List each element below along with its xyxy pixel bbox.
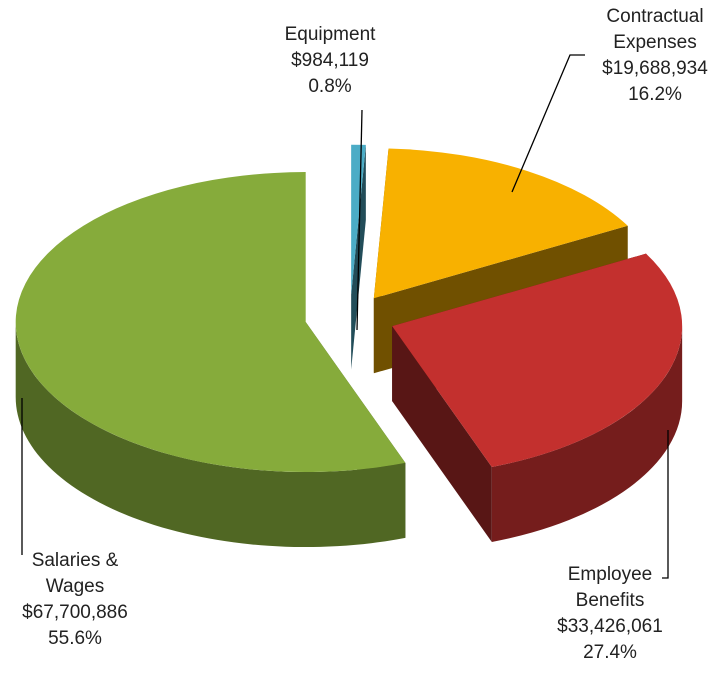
slice: [373, 148, 628, 299]
value-label: $67,700,886: [22, 602, 128, 623]
slice-side: [392, 326, 492, 543]
leader-line: [356, 109, 363, 331]
percent-label: 0.8%: [308, 76, 352, 97]
slices: [15, 144, 683, 548]
data-label: Equipment $984,119 0.8%: [250, 22, 410, 100]
percent-label: 27.4%: [583, 642, 637, 663]
category-label: Employee Benefits: [567, 564, 653, 611]
data-label: Employee Benefits $33,426,061 27.4%: [530, 562, 690, 666]
slice-wall: [15, 322, 406, 548]
category-label: Salaries & Wages: [31, 550, 119, 597]
value-label: $984,119: [291, 50, 369, 71]
slice: [392, 253, 683, 468]
data-label: Salaries & Wages $67,700,886 55.6%: [0, 548, 150, 652]
slice-wall: [491, 326, 683, 543]
slice: [15, 172, 406, 473]
percent-label: 55.6%: [48, 628, 102, 649]
value-label: $33,426,061: [557, 616, 663, 637]
leader-line: [662, 430, 669, 579]
value-label: $19,688,934: [602, 58, 708, 79]
slice: [351, 144, 366, 295]
category-label: Contractual Expenses: [606, 6, 704, 53]
leader-line: [511, 54, 585, 193]
category-label: Equipment: [284, 24, 376, 45]
percent-label: 16.2%: [628, 84, 682, 105]
data-label: Contractual Expenses $19,688,934 16.2%: [575, 4, 717, 108]
